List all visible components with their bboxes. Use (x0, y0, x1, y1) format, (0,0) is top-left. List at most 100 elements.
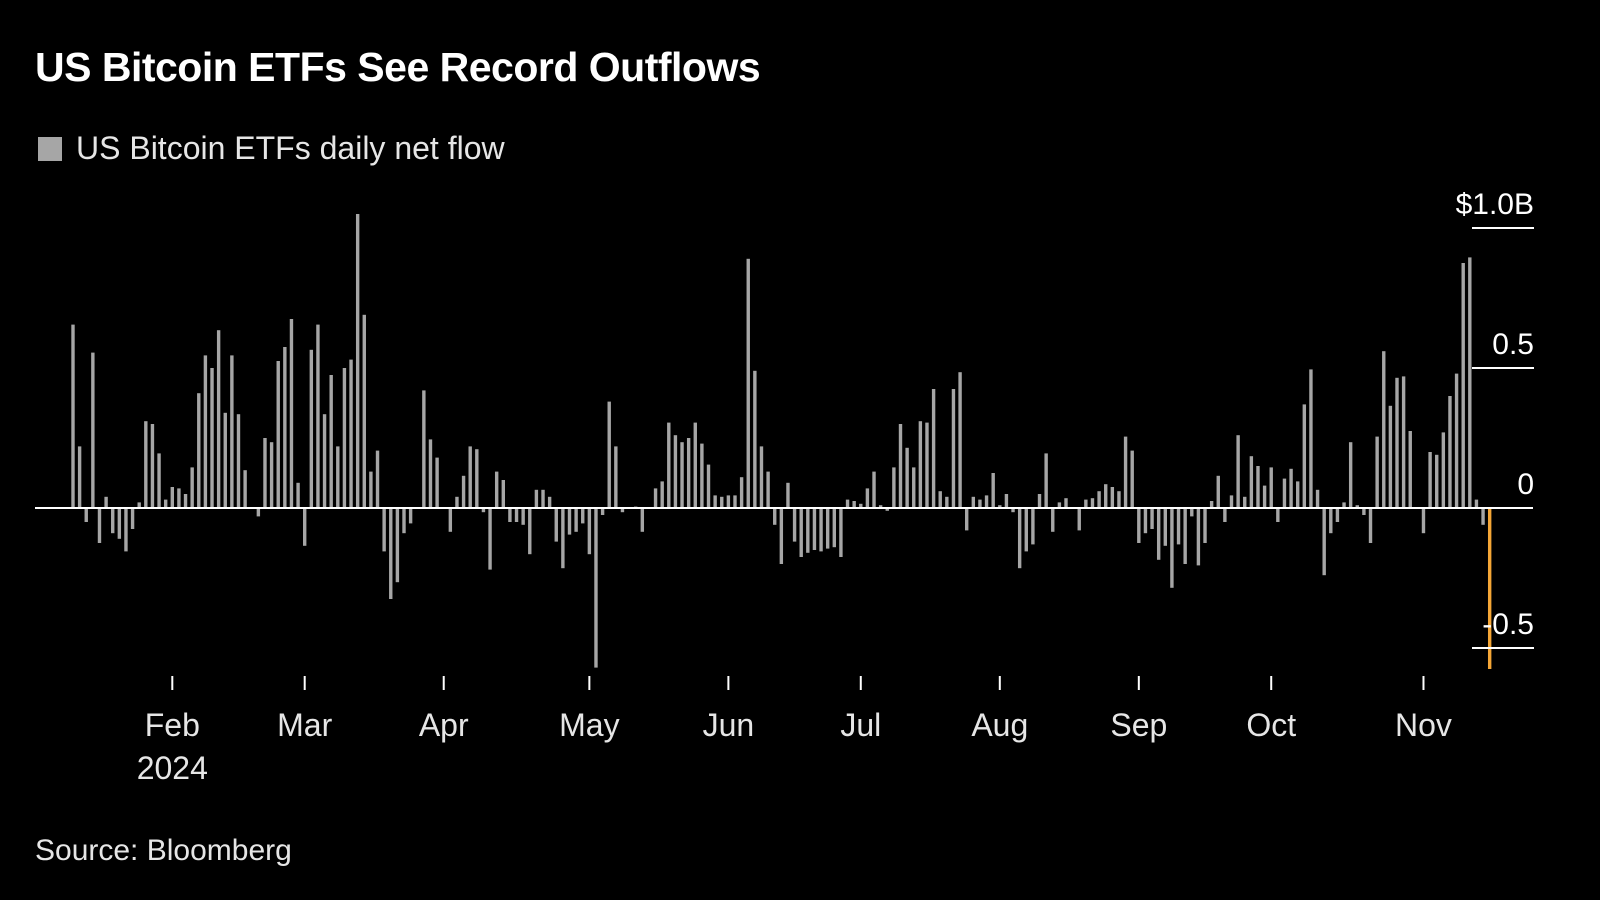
bar (898, 424, 903, 508)
bar (1474, 499, 1479, 508)
bar (806, 508, 810, 553)
bar (1368, 508, 1373, 543)
bar (812, 508, 817, 550)
bar (521, 508, 525, 525)
bar (1156, 508, 1161, 560)
bar (872, 471, 876, 508)
bar (1170, 508, 1174, 588)
legend: US Bitcoin ETFs daily net flow (38, 130, 505, 167)
bar (84, 508, 88, 522)
bar (859, 503, 863, 508)
bar (71, 324, 75, 508)
bar (766, 471, 770, 508)
bar (541, 489, 545, 508)
bar (1203, 508, 1207, 543)
bar (461, 475, 466, 508)
bar (878, 505, 883, 508)
bar (1243, 496, 1247, 508)
bar (984, 495, 989, 508)
bar (1223, 508, 1227, 522)
bar (1355, 505, 1359, 508)
bar (1256, 466, 1260, 508)
bar (1024, 508, 1028, 552)
bar (1196, 508, 1201, 566)
source-note: Source: Bloomberg (35, 834, 292, 867)
bar (607, 401, 611, 508)
bar (746, 258, 750, 508)
bar (547, 496, 552, 508)
bar (931, 389, 936, 508)
bar (640, 508, 645, 532)
bar (177, 488, 181, 508)
bar (468, 446, 472, 508)
bar (117, 508, 122, 539)
bar (1421, 508, 1426, 534)
bar (256, 508, 261, 517)
x-tick-label: Oct (1246, 707, 1296, 743)
bar (276, 361, 280, 508)
bar-latest-outflow (1487, 508, 1492, 669)
bar (825, 508, 830, 549)
bar (1262, 485, 1267, 508)
bar (508, 508, 512, 522)
bar (753, 370, 757, 508)
bar (1143, 508, 1148, 534)
bar (1037, 494, 1042, 508)
bar (799, 508, 803, 557)
bar (1454, 373, 1459, 508)
bar (1190, 508, 1194, 517)
bar (230, 355, 234, 508)
bar (183, 494, 188, 508)
bar (1448, 396, 1452, 508)
bar (355, 214, 360, 508)
bar (998, 505, 1002, 508)
bar (197, 393, 201, 508)
bar (494, 471, 499, 508)
bar (1335, 508, 1340, 522)
bar (190, 467, 194, 508)
bar (283, 347, 287, 508)
bar (991, 473, 995, 508)
bar (455, 496, 459, 508)
bar (1395, 377, 1399, 508)
y-tick-label: -0.5 (1482, 608, 1534, 641)
bar (1282, 478, 1287, 508)
bar (1051, 508, 1055, 532)
bar (1004, 494, 1009, 508)
x-tick-label: Jul (840, 707, 881, 743)
bar (203, 355, 208, 508)
x-tick-label: Aug (971, 707, 1028, 743)
bar (1329, 508, 1333, 534)
bar (1309, 369, 1313, 508)
bar (216, 330, 221, 508)
bar (1461, 263, 1465, 508)
bar (1401, 376, 1406, 508)
x-tick-label: Jun (703, 707, 755, 743)
bar (905, 447, 909, 508)
bar (77, 446, 82, 508)
bar (1110, 487, 1115, 508)
bar (713, 495, 717, 508)
bar (1044, 453, 1048, 508)
bar (481, 508, 486, 513)
bar (925, 422, 929, 508)
bar (349, 359, 353, 508)
bar (1090, 498, 1095, 508)
bar (958, 372, 962, 508)
bar (528, 508, 532, 555)
bar (673, 435, 678, 508)
bar (700, 443, 704, 508)
bar (600, 508, 605, 515)
bar (1057, 502, 1062, 508)
bar (342, 368, 347, 508)
bar (375, 450, 380, 508)
bar (852, 501, 856, 508)
bar (1031, 508, 1035, 545)
bar (1315, 489, 1320, 508)
bar (1176, 508, 1181, 545)
bar (1289, 468, 1293, 508)
bar (951, 389, 956, 508)
bar (428, 439, 433, 508)
bar (614, 446, 618, 508)
bar (402, 508, 406, 534)
